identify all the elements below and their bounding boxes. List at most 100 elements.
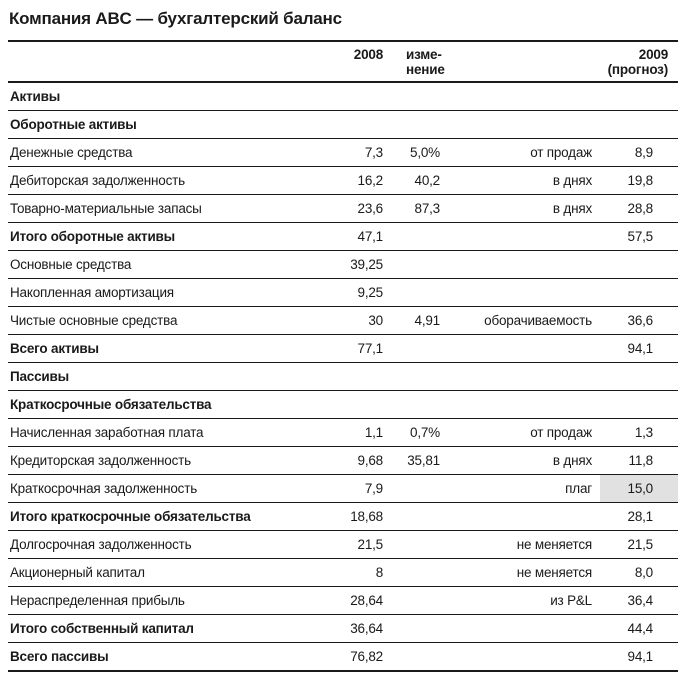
row-label: Основные средства — [8, 250, 308, 279]
row-label: Итого краткосрочные обязательства — [8, 502, 308, 531]
cell-2009: 28,1 — [600, 502, 678, 531]
cell-2009 — [600, 278, 678, 307]
row-label: Денежные средства — [8, 138, 308, 167]
row-label: Чистые основные средства — [8, 306, 308, 335]
cell-change — [391, 614, 448, 643]
table-row-accounts-payable: Кредиторская задолженность 9,68 35,81 в … — [8, 446, 678, 475]
col-header-change-line2: нение — [406, 62, 445, 77]
cell-2008 — [308, 390, 391, 419]
cell-change — [391, 362, 448, 391]
cell-2009: 28,8 — [600, 194, 678, 223]
col-header-note — [448, 40, 600, 83]
cell-change — [391, 250, 448, 279]
table-row-current-assets-section: Оборотные активы — [8, 110, 678, 139]
cell-note — [448, 250, 600, 279]
cell-note — [448, 278, 600, 307]
cell-change — [391, 222, 448, 251]
table-row-total-current-assets: Итого оборотные активы 47,1 57,5 — [8, 222, 678, 251]
table-row-cash: Денежные средства 7,3 5,0% от продаж 8,9 — [8, 138, 678, 167]
cell-note — [448, 82, 600, 111]
cell-change — [391, 586, 448, 615]
table-row-long-term-debt: Долгосрочная задолженность 21,5 не меняе… — [8, 530, 678, 559]
table-row-short-term-debt: Краткосрочная задолженность 7,9 плаг 15,… — [8, 474, 678, 503]
cell-2008: 77,1 — [308, 334, 391, 363]
cell-2008 — [308, 110, 391, 139]
col-header-label — [8, 40, 308, 83]
cell-change — [391, 278, 448, 307]
cell-2008 — [308, 362, 391, 391]
row-label: Всего пассивы — [8, 642, 308, 672]
cell-2009: 1,3 — [600, 418, 678, 447]
table-row-retained-earnings: Нераспределенная прибыль 28,64 из P&L 36… — [8, 586, 678, 615]
cell-change: 5,0% — [391, 138, 448, 167]
cell-change: 40,2 — [391, 166, 448, 195]
cell-2009 — [600, 82, 678, 111]
cell-change — [391, 558, 448, 587]
cell-note — [448, 390, 600, 419]
cell-change — [391, 530, 448, 559]
cell-2008: 16,2 — [308, 166, 391, 195]
table-row-liabilities-section: Пассивы — [8, 362, 678, 391]
table-row-fixed-assets: Основные средства 39,25 — [8, 250, 678, 279]
cell-note: в днях — [448, 194, 600, 223]
cell-change: 0,7% — [391, 418, 448, 447]
row-label: Всего активы — [8, 334, 308, 363]
cell-2009: 36,4 — [600, 586, 678, 615]
cell-2008: 30 — [308, 306, 391, 335]
cell-2009: 94,1 — [600, 642, 678, 672]
table-row-assets-section: Активы — [8, 82, 678, 111]
row-label: Товарно-материальные запасы — [8, 194, 308, 223]
cell-change — [391, 334, 448, 363]
cell-change — [391, 110, 448, 139]
row-label: Акционерный капитал — [8, 558, 308, 587]
row-label: Активы — [8, 82, 308, 111]
col-header-2009: 2009 (прогноз) — [600, 40, 678, 83]
row-label: Краткосрочная задолженность — [8, 474, 308, 503]
row-label: Оборотные активы — [8, 110, 308, 139]
table-body: Активы Оборотные активы Денежные средств… — [8, 82, 678, 672]
cell-note: в днях — [448, 446, 600, 475]
cell-2009: 57,5 — [600, 222, 678, 251]
table-row-accumulated-depreciation: Накопленная амортизация 9,25 — [8, 278, 678, 307]
row-label: Кредиторская задолженность — [8, 446, 308, 475]
row-label: Пассивы — [8, 362, 308, 391]
cell-change: 87,3 — [391, 194, 448, 223]
cell-2008: 7,9 — [308, 474, 391, 503]
cell-note: в днях — [448, 166, 600, 195]
cell-2008: 47,1 — [308, 222, 391, 251]
cell-2008: 7,3 — [308, 138, 391, 167]
cell-2008: 8 — [308, 558, 391, 587]
cell-change — [391, 502, 448, 531]
cell-note: от продаж — [448, 138, 600, 167]
cell-2008: 9,25 — [308, 278, 391, 307]
cell-note — [448, 362, 600, 391]
table-row-share-capital: Акционерный капитал 8 не меняется 8,0 — [8, 558, 678, 587]
page-title: Компания ABC — бухгалтерский баланс — [9, 9, 342, 28]
cell-2008: 9,68 — [308, 446, 391, 475]
cell-note: плаг — [448, 474, 600, 503]
cell-2009: 44,4 — [600, 614, 678, 643]
cell-change: 35,81 — [391, 446, 448, 475]
table-row-receivables: Дебиторская задолженность 16,2 40,2 в дн… — [8, 166, 678, 195]
row-label: Долгосрочная задолженность — [8, 530, 308, 559]
cell-2009: 8,9 — [600, 138, 678, 167]
highlighted-cell-2009: 15,0 — [600, 474, 678, 503]
cell-change — [391, 474, 448, 503]
row-label: Нераспределенная прибыль — [8, 586, 308, 615]
cell-note: от продаж — [448, 418, 600, 447]
col-header-2008: 2008 — [308, 40, 391, 83]
cell-2008: 28,64 — [308, 586, 391, 615]
cell-2009 — [600, 250, 678, 279]
cell-note: из P&L — [448, 586, 600, 615]
cell-note: оборачиваемость — [448, 306, 600, 335]
cell-change — [391, 642, 448, 672]
balance-sheet-table: 2008 изме- нение 2009 (прогноз) Активы — [8, 40, 678, 672]
cell-note — [448, 334, 600, 363]
cell-2009: 8,0 — [600, 558, 678, 587]
cell-2008: 39,25 — [308, 250, 391, 279]
row-label: Краткосрочные обязательства — [8, 390, 308, 419]
row-label: Дебиторская задолженность — [8, 166, 308, 195]
row-label: Начисленная заработная плата — [8, 418, 308, 447]
table-row-total-current-liabilities: Итого краткосрочные обязательства 18,68 … — [8, 502, 678, 531]
